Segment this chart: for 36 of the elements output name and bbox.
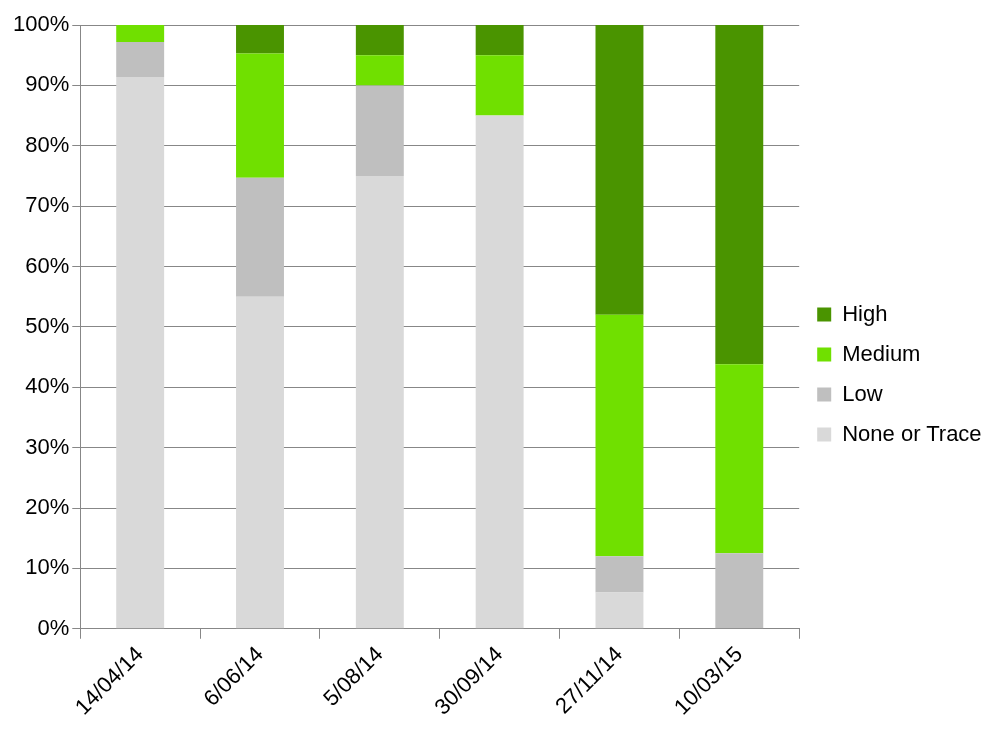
bar — [715, 553, 764, 629]
bar — [355, 55, 404, 86]
y-tick-label: 60% — [25, 252, 70, 278]
y-tick-label: 90% — [25, 71, 70, 97]
bar — [715, 364, 764, 554]
bar — [595, 556, 644, 593]
bar — [355, 25, 404, 56]
y-tick-label: 100% — [12, 11, 70, 37]
legend-label: Medium — [842, 340, 921, 366]
bar — [355, 85, 404, 176]
y-tick-label: 50% — [25, 312, 70, 338]
bar — [116, 25, 165, 42]
y-tick-label: 40% — [25, 373, 70, 399]
legend-label: High — [842, 300, 888, 326]
y-tick-label: 0% — [37, 614, 70, 640]
bar — [116, 41, 165, 77]
bar — [236, 296, 284, 629]
bar — [595, 592, 644, 629]
bar — [116, 76, 165, 629]
bar — [475, 55, 524, 116]
y-tick-label: 10% — [25, 554, 70, 580]
legend-label: Low — [842, 380, 883, 406]
bar — [595, 25, 644, 315]
y-tick-label: 20% — [25, 494, 70, 520]
bar — [475, 115, 524, 629]
bar — [236, 25, 284, 54]
bar — [355, 175, 404, 629]
bar — [475, 25, 524, 56]
legend-label: None or Trace — [842, 420, 982, 446]
y-tick-label: 70% — [25, 192, 70, 218]
y-tick-label: 30% — [25, 433, 70, 459]
bar — [715, 25, 764, 365]
bar — [236, 53, 284, 178]
bar — [595, 314, 644, 557]
bar — [236, 177, 284, 297]
y-tick-label: 80% — [25, 131, 70, 157]
